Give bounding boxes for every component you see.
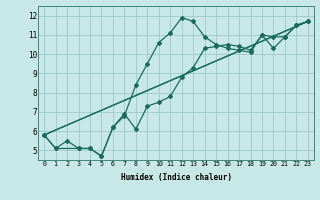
X-axis label: Humidex (Indice chaleur): Humidex (Indice chaleur) [121,173,231,182]
